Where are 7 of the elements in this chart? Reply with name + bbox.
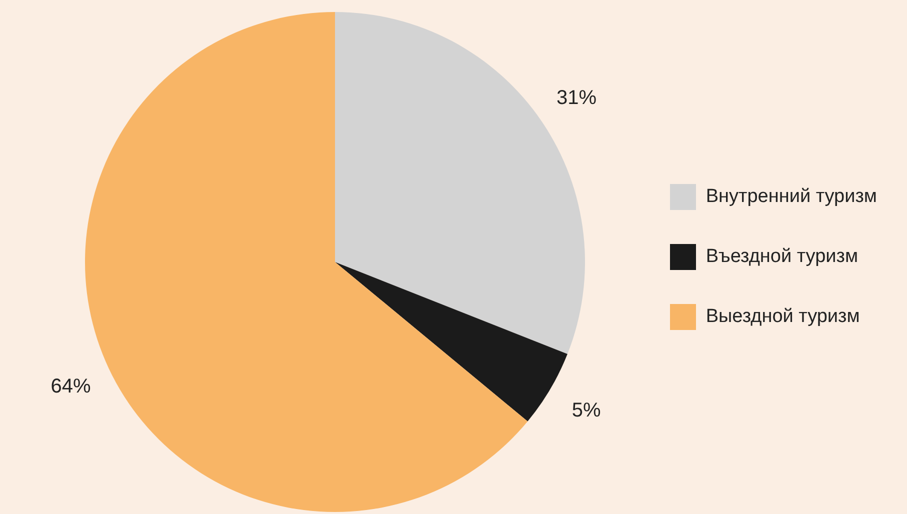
data-label: 31%	[556, 86, 597, 109]
data-label: 64%	[50, 375, 92, 398]
legend-label: Выездной туризм	[706, 306, 860, 327]
legend-label: Въездной туризм	[706, 246, 858, 267]
pie-slice	[335, 262, 568, 422]
data-label: 5%	[572, 400, 602, 422]
legend-label: Внутренний туризм	[706, 186, 877, 207]
